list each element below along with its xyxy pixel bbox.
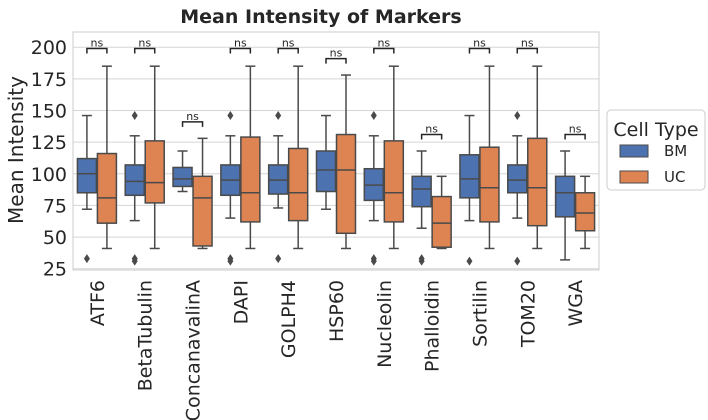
outlier-point — [131, 256, 138, 266]
significance-bracket — [181, 121, 204, 127]
box-bm — [507, 164, 528, 194]
legend-title: Cell Type — [613, 119, 698, 141]
y-tick-label: 150 — [31, 100, 67, 122]
box-bm — [76, 157, 98, 194]
plot-frame — [72, 31, 600, 271]
y-tick-label: 200 — [31, 37, 67, 59]
y-tick-label: 100 — [31, 164, 67, 186]
x-tick-label: ATF6 — [87, 280, 109, 326]
y-tick-label: 125 — [31, 132, 67, 154]
y-tick-label: 50 — [43, 227, 67, 249]
x-tick-label: TOM20 — [517, 280, 539, 348]
box-uc — [240, 136, 261, 223]
outlier-point — [418, 256, 425, 266]
significance-label: ns — [186, 110, 199, 123]
box-uc — [527, 137, 548, 227]
significance-bracket — [468, 47, 491, 54]
outlier-point — [370, 256, 377, 266]
outlier-point — [466, 256, 473, 266]
significance-label: ns — [425, 123, 438, 136]
x-tick-label: Sortilin — [469, 280, 491, 347]
y-tick-label: 75 — [43, 195, 67, 217]
significance-bracket — [277, 47, 299, 54]
box-bm — [124, 164, 145, 197]
significance-label: ns — [569, 123, 582, 136]
box-uc — [479, 146, 500, 223]
significance-label: ns — [91, 36, 104, 49]
significance-bracket — [373, 47, 395, 54]
significance-label: ns — [330, 47, 343, 60]
y-tick-label: 175 — [31, 69, 67, 91]
y-tick-label: 25 — [43, 259, 67, 281]
x-tick-label: ConcanavalinA — [183, 280, 205, 420]
box-uc — [335, 133, 357, 235]
significance-bracket — [229, 47, 252, 54]
outlier-point — [131, 111, 138, 121]
significance-label: ns — [234, 36, 247, 49]
x-tick-label: Phalloidin — [422, 280, 444, 372]
box-bm — [411, 175, 432, 208]
outlier-point — [227, 111, 234, 121]
box-uc — [192, 175, 213, 247]
legend-label-bm: BM — [664, 142, 687, 160]
outlier-point — [514, 256, 521, 266]
box-uc — [96, 152, 118, 224]
box-bm — [172, 166, 193, 188]
box-uc — [431, 195, 452, 248]
x-tick-label: HSP60 — [326, 280, 348, 342]
significance-bracket — [133, 47, 156, 54]
chart-title: Mean Intensity of Markers — [180, 6, 461, 28]
legend-frame — [606, 109, 706, 191]
significance-bracket — [86, 47, 108, 54]
significance-label: ns — [138, 36, 151, 49]
significance-bracket — [325, 57, 347, 64]
box-uc — [287, 147, 309, 222]
significance-bracket — [420, 133, 443, 140]
legend-label-uc: UC — [664, 168, 685, 186]
box-uc — [383, 140, 405, 223]
significance-label: ns — [473, 36, 486, 49]
outlier-point — [83, 254, 90, 264]
outlier-point — [514, 111, 521, 121]
significance-label: ns — [377, 36, 390, 49]
y-axis-label: Mean Intensity — [4, 76, 28, 224]
x-tick-label: DAPI — [230, 280, 252, 324]
box-bm — [315, 150, 337, 193]
outlier-point — [275, 254, 282, 264]
box-uc — [574, 192, 596, 232]
plot-area: 25 50 75 100 125 150 175 200 ATF6 BetaTubulin Conc… — [31, 31, 600, 420]
box-uc — [144, 140, 165, 204]
x-tick-label: WGA — [565, 280, 587, 327]
significance-label: ns — [282, 36, 295, 49]
outlier-point — [370, 111, 377, 121]
x-tick-label: Nucleolin — [374, 280, 396, 368]
significance-label: ns — [521, 36, 534, 49]
x-tick-label: BetaTubulin — [135, 280, 157, 391]
outlier-point — [275, 111, 282, 121]
x-tick-label: GOLPH4 — [278, 280, 300, 358]
outlier-point — [227, 256, 234, 266]
significance-bracket — [564, 133, 586, 140]
legend-swatch-uc — [619, 170, 649, 184]
box-bm — [554, 175, 576, 218]
significance-bracket — [516, 47, 539, 54]
box-bm — [459, 154, 480, 199]
legend-swatch-bm — [619, 144, 649, 158]
